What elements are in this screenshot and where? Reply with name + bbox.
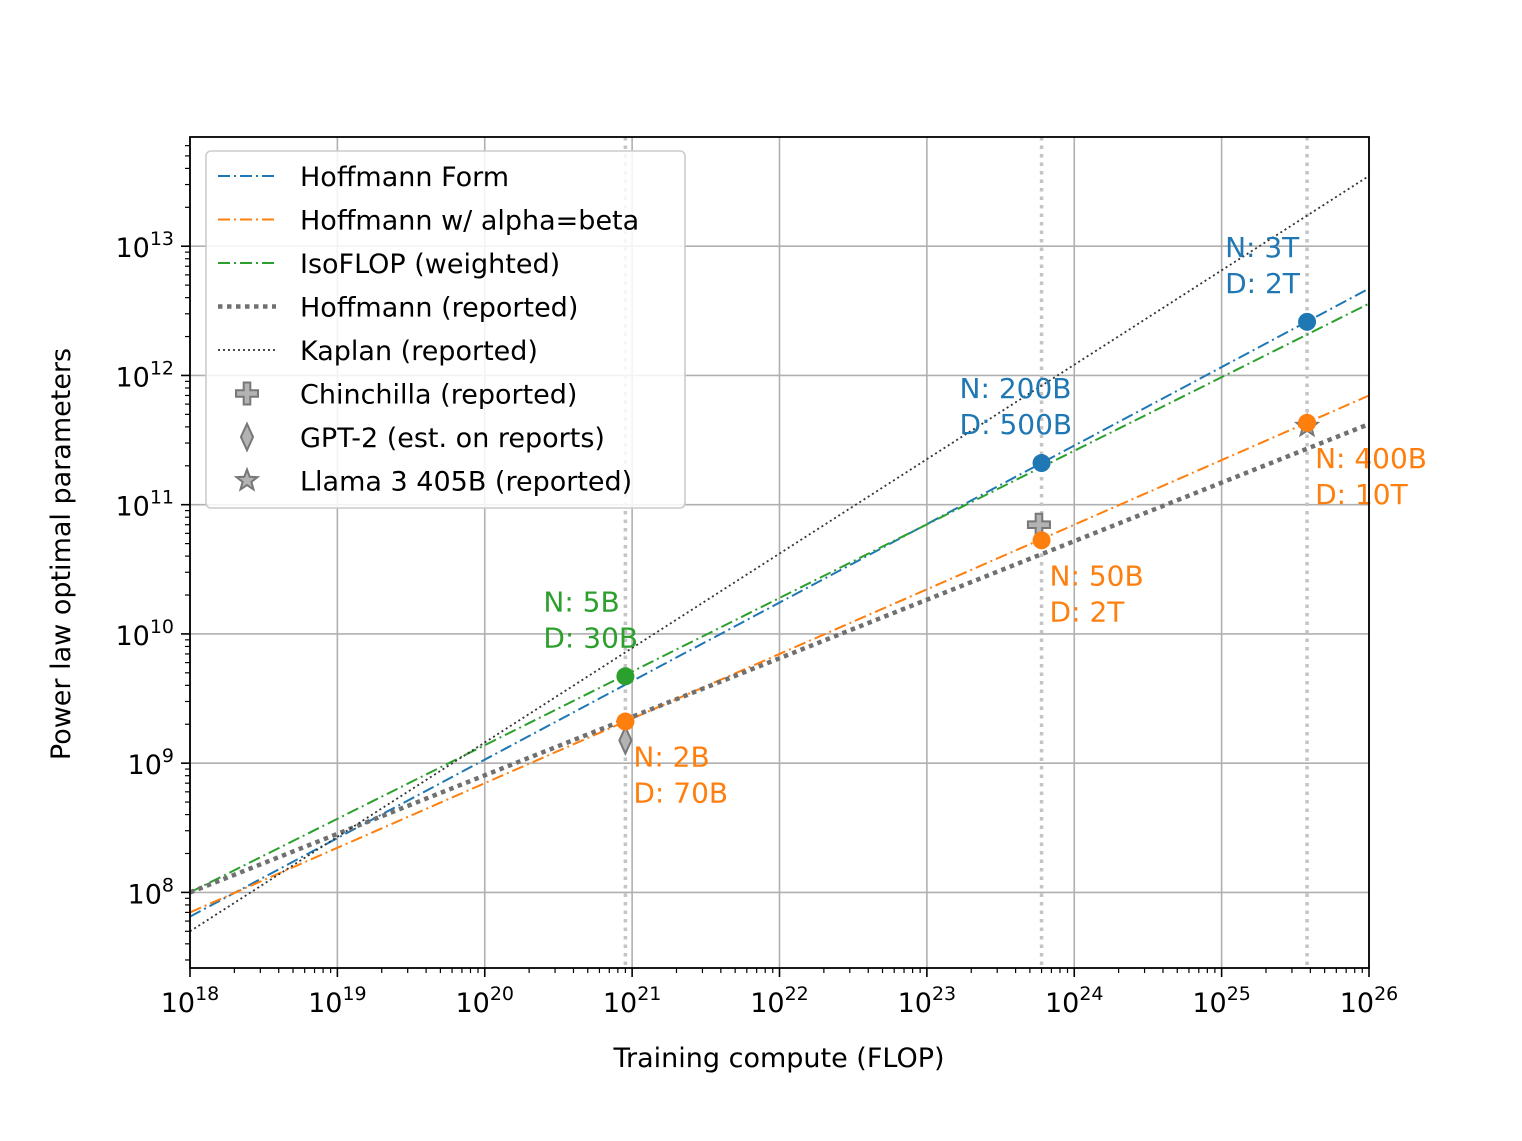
x-tick-label-3: 1021 (603, 983, 662, 1019)
legend-marker-6 (239, 421, 255, 453)
y-tick-label-5: 1013 (115, 228, 174, 264)
reported-marker-1 (618, 724, 633, 757)
series-lines (189, 175, 1370, 933)
y-tick-label-4-base: 10 (115, 362, 149, 393)
y-tick-label-2-exponent: 10 (150, 616, 174, 638)
x-tick-label-6: 1024 (1045, 983, 1104, 1019)
point-label-n-5: N: 400B (1315, 442, 1427, 475)
x-tick-label-2: 1020 (455, 983, 514, 1019)
highlight-point-4 (1298, 312, 1317, 331)
x-tick-label-2-exponent: 20 (490, 983, 514, 1005)
y-tick-label-4: 1012 (115, 357, 174, 393)
x-tick-label-4: 1022 (750, 983, 809, 1019)
legend-marker-7 (233, 466, 261, 492)
x-tick-label-0-base: 10 (161, 988, 195, 1019)
x-tick-label-1: 1019 (308, 983, 367, 1019)
series-line-3 (189, 422, 1370, 895)
y-tick-label-3-exponent: 11 (150, 487, 174, 509)
y-tick-label-3: 1011 (115, 487, 174, 523)
point-label-n-1: N: 2B (633, 741, 709, 774)
point-label-n-4: N: 3T (1225, 231, 1300, 264)
x-tick-label-2-base: 10 (455, 988, 489, 1019)
x-tick-label-7-exponent: 25 (1227, 983, 1251, 1005)
x-tick-label-4-exponent: 22 (785, 983, 809, 1005)
point-label-d-3: D: 2T (1050, 595, 1126, 628)
x-tick-label-6-base: 10 (1045, 988, 1079, 1019)
legend-label-2: IsoFLOP (weighted) (300, 249, 560, 280)
x-tick-label-8-exponent: 26 (1374, 983, 1398, 1005)
highlight-point-5 (1298, 413, 1317, 432)
point-label-d-5: D: 10T (1315, 478, 1409, 511)
legend-label-0: Hoffmann Form (300, 162, 509, 193)
x-tick-label-3-base: 10 (603, 988, 637, 1019)
legend-label-6: GPT-2 (est. on reports) (300, 423, 605, 454)
x-tick-label-5-base: 10 (898, 988, 932, 1019)
y-tick-label-1-base: 10 (128, 750, 162, 781)
point-label-d-2: D: 500B (960, 408, 1073, 441)
x-tick-label-4-base: 10 (750, 988, 784, 1019)
series-line-4 (189, 175, 1370, 933)
y-tick-label-0: 108 (128, 874, 174, 910)
x-tick-label-7: 1025 (1192, 983, 1251, 1019)
x-tick-label-5-exponent: 23 (932, 983, 956, 1005)
series-line-0 (189, 287, 1370, 918)
legend-label-4: Kaplan (reported) (300, 336, 538, 367)
x-tick-label-3-exponent: 21 (637, 983, 661, 1005)
x-tick-label-7-base: 10 (1192, 988, 1226, 1019)
point-label-d-1: D: 70B (633, 777, 728, 810)
y-tick-label-5-base: 10 (115, 233, 149, 264)
y-tick-label-0-exponent: 8 (162, 874, 174, 896)
legend: Hoffmann Form Hoffmann w/ alpha=beta IsoFL… (205, 150, 686, 509)
point-label-d-0: D: 30B (543, 621, 638, 654)
series-line-1 (189, 394, 1370, 914)
y-tick-label-4-exponent: 12 (150, 357, 174, 379)
point-label-n-3: N: 50B (1050, 559, 1144, 592)
point-label-n-0: N: 5B (543, 585, 619, 618)
highlight-point-0 (616, 667, 635, 686)
legend-label-1: Hoffmann w/ alpha=beta (300, 206, 639, 237)
legend-label-7: Llama 3 405B (reported) (300, 467, 632, 498)
y-tick-label-2-base: 10 (115, 621, 149, 652)
x-tick-label-1-exponent: 19 (342, 983, 366, 1005)
axes: 1018 1019 1020 1021 1022 1023 1024 1025 10261081… (115, 136, 1399, 1019)
point-label-d-4: D: 2T (1225, 267, 1301, 300)
x-tick-label-0-exponent: 18 (195, 983, 219, 1005)
y-tick-label-5-exponent: 13 (150, 228, 174, 250)
x-tick-label-8-base: 10 (1340, 988, 1374, 1019)
highlight-point-3 (1032, 531, 1051, 550)
y-tick-label-1: 109 (128, 745, 174, 781)
highlight-point-1 (616, 712, 635, 731)
x-axis-label: Training compute (FLOP) (612, 1043, 944, 1074)
highlight-point-2 (1032, 454, 1051, 473)
y-tick-label-0-base: 10 (128, 879, 162, 910)
y-tick-label-3-base: 10 (115, 492, 149, 523)
legend-marker-5 (235, 381, 259, 406)
y-tick-label-1-exponent: 9 (162, 745, 174, 767)
legend-label-3: Hoffmann (reported) (300, 293, 578, 324)
y-tick-label-2: 1010 (115, 616, 174, 652)
x-tick-label-0: 1018 (161, 983, 220, 1019)
legend-label-5: Chinchilla (reported) (300, 380, 577, 411)
legend-box (205, 150, 686, 509)
y-axis-label: Power law optimal parameters (46, 348, 77, 760)
x-tick-label-6-exponent: 24 (1079, 983, 1103, 1005)
x-tick-label-5: 1023 (898, 983, 957, 1019)
x-tick-label-8: 1026 (1340, 983, 1399, 1019)
x-tick-label-1-base: 10 (308, 988, 342, 1019)
point-label-n-2: N: 200B (960, 372, 1072, 405)
